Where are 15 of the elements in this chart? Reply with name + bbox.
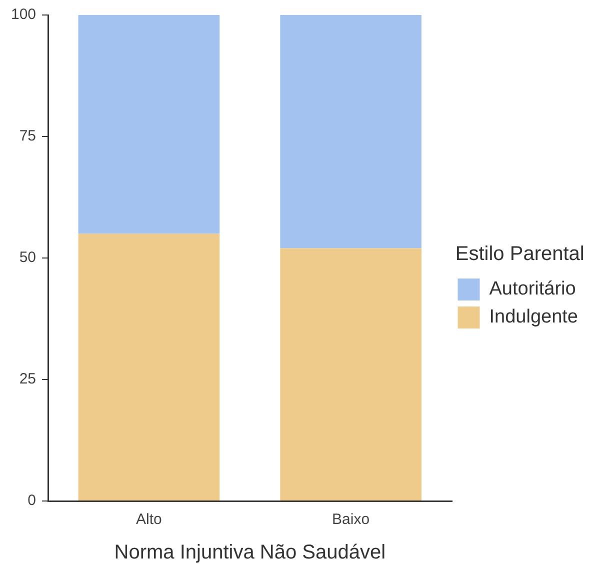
bar: [280, 248, 422, 500]
x-tick-label: Alto: [136, 511, 162, 528]
x-tick-label: Baixo: [332, 511, 370, 528]
y-tick-label: 0: [28, 492, 36, 510]
bar: [78, 234, 220, 500]
bar: [78, 15, 220, 234]
bar: [280, 15, 422, 248]
y-tick-label: 50: [19, 249, 36, 266]
legend-label: Indulgente: [489, 306, 578, 328]
x-axis-title: Norma Injuntiva Não Saudável: [114, 542, 386, 564]
y-tick-label: 25: [19, 370, 36, 388]
legend-label: Autoritário: [489, 278, 576, 300]
y-tick-label: 75: [19, 128, 36, 145]
legend-title: Estilo Parental: [455, 243, 584, 266]
y-tick-label: 100: [10, 6, 36, 24]
